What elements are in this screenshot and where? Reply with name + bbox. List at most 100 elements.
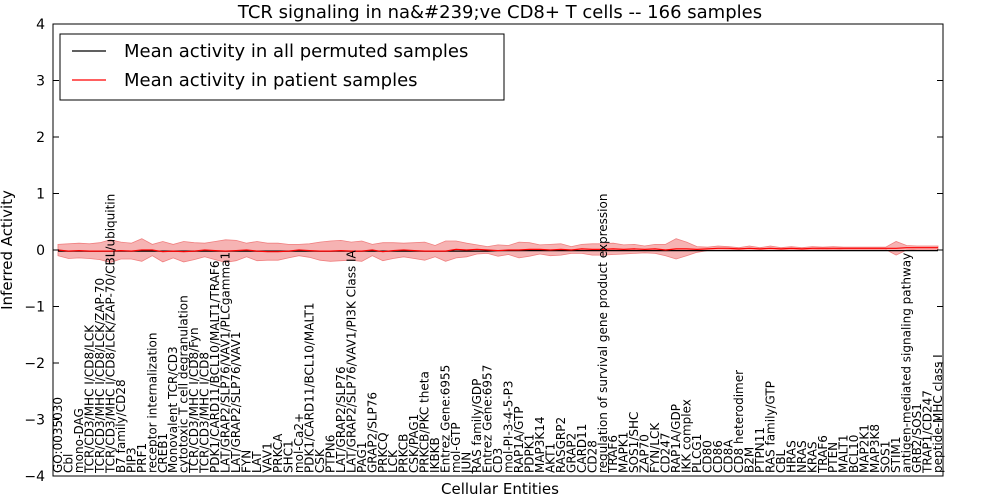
x-tick-label: CD80 [701, 440, 715, 473]
x-tick-label: Entrez Gene:6955 [439, 365, 453, 473]
x-tick-label: receptor internalization [145, 333, 159, 473]
y-tick-label: 0 [36, 243, 45, 259]
y-tick-label: 4 [36, 17, 45, 33]
x-tick-label: CBL [774, 449, 788, 473]
x-tick-label: GO:0035030 [51, 397, 65, 473]
x-tick-label: RASGRP2 [554, 417, 568, 473]
x-tick-label: B2M [742, 447, 756, 473]
x-tick-label: PRF1 [135, 443, 149, 473]
x-tick-label: TCR/CD3/MHC I/CD8/LCK/ZAP-70 [93, 278, 107, 474]
x-tick-label: GRAP2/SLP76 [365, 392, 379, 473]
x-tick-label: CD8A [722, 439, 736, 473]
series-line-patient [57, 247, 938, 253]
x-tick-label: PRKCA [271, 433, 285, 473]
x-tick-label: cytotoxic T cell degranulation [177, 295, 191, 473]
x-tick-label: AKT1 [543, 443, 557, 473]
chart-title: TCR signaling in na&#239;ve CD8+ T cells… [237, 2, 762, 23]
x-tick-label: HRAS [784, 440, 798, 473]
x-tick-label: BCL10 [847, 435, 861, 473]
x-tick-label: TRAF6 [606, 435, 620, 474]
x-tick-label: PTEN [826, 442, 840, 473]
x-tick-label: mono-DAG [72, 408, 86, 473]
x-tick-label: CREB1 [156, 433, 170, 473]
x-tick-label: Monovalent TCR/CD3 [166, 346, 180, 473]
x-tick-label: MAP3K14 [533, 416, 547, 473]
x-tick-label: Entrez Gene:6957 [481, 365, 495, 473]
x-tick-label: peptide-MHC class I [931, 354, 945, 473]
x-tick-label: regulation of survival gene product expr… [596, 194, 610, 473]
x-tick-label: LAT [250, 451, 264, 473]
x-tick-label: TCR/CD3/MHC I/CD8/Fyn [187, 327, 201, 474]
x-tick-label: mol-PI-3-4-5-P3 [502, 380, 516, 473]
x-tick-label: Cbl [62, 454, 76, 473]
x-tick-label: PLCG1 [690, 434, 704, 473]
x-tick-label: FYN [240, 450, 254, 473]
line-layer [57, 247, 938, 253]
x-tick-label: CD86 [711, 440, 725, 473]
x-tick-label: SOS1/SHC [627, 412, 641, 473]
x-tick-label: CSK/PAG1 [407, 414, 421, 473]
legend-label-permuted: Mean activity in all permuted samples [124, 41, 468, 62]
x-tick-label: PDK1/CARD11/BCL10/MALT1 [302, 303, 316, 473]
legend-box [59, 33, 505, 101]
x-tick-label: VAV1 [261, 442, 275, 473]
x-tick-label: CD8 heterodimer [732, 370, 746, 473]
x-tick-label: mol-Ca2+ [292, 413, 306, 473]
x-tick-label: PRKCQ [376, 432, 390, 473]
x-tick-label: RAP1A/GTP [512, 406, 526, 473]
x-tick-label: MAPK1 [617, 432, 631, 473]
x-tick-label: NRAS [795, 440, 809, 473]
legend: Mean activity in all permuted samples Me… [59, 33, 505, 101]
x-tick-label: ZAP70 [638, 434, 652, 473]
x-tick-label: GRB2/SOS1 [910, 403, 924, 473]
y-axis-title: Inferred Activity [0, 190, 16, 310]
x-tick-label: mol-GTP [449, 422, 463, 473]
y-tick-label: −3 [24, 413, 45, 429]
x-tick-label: MALT1 [837, 434, 851, 473]
y-tick-label: −4 [24, 469, 45, 485]
x-tick-label: PTPN6 [323, 435, 337, 473]
x-tick-label: CD247 [659, 432, 673, 473]
x-tick-label: RAS family/GTP [763, 381, 777, 473]
x-tick-label: PDPK1 [522, 434, 536, 473]
x-tick-label: PIP3 [124, 447, 138, 473]
x-tick-label: PAG1 [355, 442, 369, 473]
x-tick-label: LAT/GRAP2/SLP76/VAV1/PLCgamma1 [219, 252, 233, 473]
x-tick-label: KRAS [805, 441, 819, 473]
x-tick-label: MAP3K8 [868, 424, 882, 473]
x-tick-label: RAS family/GDP [470, 379, 484, 473]
x-tick-label: FYN/LCK [648, 422, 662, 473]
x-tick-label: B7 family/CD28 [114, 379, 128, 473]
x-tick-label: LCK [386, 449, 400, 473]
x-tick-label: IKBKB [428, 437, 442, 473]
x-axis-title: Cellular Entities [441, 480, 559, 498]
x-tick-label: IKK complex [680, 399, 694, 473]
y-tick-label: −1 [24, 300, 45, 316]
x-tick-label: CD3 [491, 448, 505, 473]
x-tick-label: TCR/CD3/MHC I/CD8/LCK/ZAP-70/CBL/ubiquit… [103, 194, 117, 474]
x-tick-label: GRAP2 [564, 433, 578, 473]
x-tick-label: LAT/GRAP2/SLP76/VAV1 [229, 332, 243, 473]
x-tick-label: SHC1 [282, 440, 296, 473]
x-tick-label: MAP2K1 [858, 424, 872, 473]
x-tick-label: PRKCB/PKC theta [418, 371, 432, 473]
x-tick-label: SOS1 [879, 441, 893, 473]
y-tick-label: 2 [36, 130, 45, 146]
x-tick-label: antigen-mediated signaling pathway [900, 253, 914, 473]
x-tick-label: CD28 [585, 440, 599, 473]
x-tick-label: JUN [460, 452, 474, 474]
x-tick-label: STIM1 [889, 437, 903, 473]
y-axis: −4 −3 −2 −1 0 1 2 3 4 [24, 17, 943, 485]
y-tick-label: −2 [24, 356, 45, 372]
x-tick-label: PDK1/CARD11/BCL10/MALT1/TRAF6 [208, 261, 222, 473]
x-tick-label: TCR/CD3/MHC I/CD8/LCK [82, 324, 96, 474]
x-tick-label: LAT/GRAP2/SLP76/VAV1/PI3K Class IA [344, 249, 358, 473]
y-tick-label: 1 [36, 187, 45, 203]
x-tick-label: TCR/CD3/MHC I/CD8 [198, 352, 212, 474]
y-tick-label: 3 [36, 74, 45, 90]
x-tick-label: PTPN11 [753, 427, 767, 473]
x-tick-label: CARD11 [575, 424, 589, 473]
legend-label-patient: Mean activity in patient samples [124, 70, 418, 91]
